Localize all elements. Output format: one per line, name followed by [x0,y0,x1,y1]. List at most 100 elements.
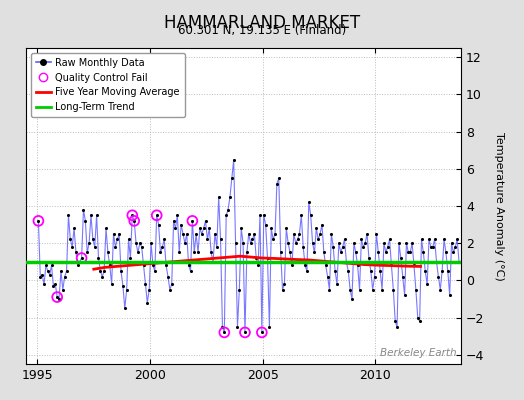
Point [344,268,353,274]
Point [233,324,242,330]
Point [397,255,405,261]
Point [207,249,215,256]
Point [316,231,324,237]
Point [64,212,73,218]
Point [314,236,322,243]
Point [149,262,157,269]
Point [339,244,347,250]
Point [224,206,232,213]
Point [203,236,212,243]
Point [436,286,444,293]
Point [312,225,321,232]
Point [38,272,46,278]
Point [130,218,138,224]
Point [198,231,206,237]
Point [160,236,168,243]
Point [357,236,366,243]
Point [94,255,103,261]
Point [42,262,50,269]
Point [423,281,431,287]
Point [134,249,142,256]
Point [150,268,159,274]
Point [372,231,380,237]
Point [214,194,223,200]
Point [323,274,332,280]
Point [213,244,221,250]
Point [293,236,302,243]
Point [381,249,390,256]
Point [55,296,63,302]
Point [173,212,181,218]
Point [336,249,345,256]
Point [136,240,144,246]
Point [184,262,193,269]
Point [404,249,412,256]
Point [393,324,401,330]
Point [222,212,231,218]
Point [425,236,433,243]
Point [121,305,129,312]
Point [329,244,337,250]
Point [327,231,335,237]
Point [241,329,249,336]
Point [171,225,180,232]
Point [78,255,86,261]
Point [126,255,135,261]
Point [209,258,217,265]
Point [57,268,65,274]
Point [162,262,170,269]
Point [226,194,234,200]
Point [400,292,409,298]
Point [177,221,185,228]
Point [385,236,394,243]
Point [412,286,420,293]
Point [259,212,268,218]
Point [250,231,258,237]
Point [277,249,285,256]
Point [365,255,373,261]
Point [297,212,305,218]
Point [444,268,452,274]
Point [102,225,110,232]
Point [83,249,91,256]
Point [43,268,52,274]
Point [275,175,283,181]
Point [376,268,385,274]
Point [117,268,125,274]
Point [74,262,82,269]
Point [130,218,138,224]
Point [419,249,428,256]
Point [350,240,358,246]
Point [220,329,228,336]
Point [81,218,90,224]
Point [352,249,360,256]
Point [389,286,398,293]
Point [384,244,392,250]
Point [252,255,260,261]
Point [190,249,199,256]
Point [91,244,99,250]
Point [342,258,351,265]
Point [359,244,367,250]
Point [271,231,279,237]
Point [301,262,309,269]
Point [290,231,298,237]
Point [152,212,161,218]
Text: Berkeley Earth: Berkeley Earth [380,348,457,358]
Point [78,255,86,261]
Point [141,281,150,287]
Point [387,262,396,269]
Point [399,274,407,280]
Point [96,268,105,274]
Point [318,221,326,228]
Point [331,268,340,274]
Point [416,318,424,324]
Point [195,225,204,232]
Point [261,221,270,228]
Point [346,286,354,293]
Point [246,240,255,246]
Point [119,283,127,289]
Point [442,249,450,256]
Point [378,286,386,293]
Point [60,274,69,280]
